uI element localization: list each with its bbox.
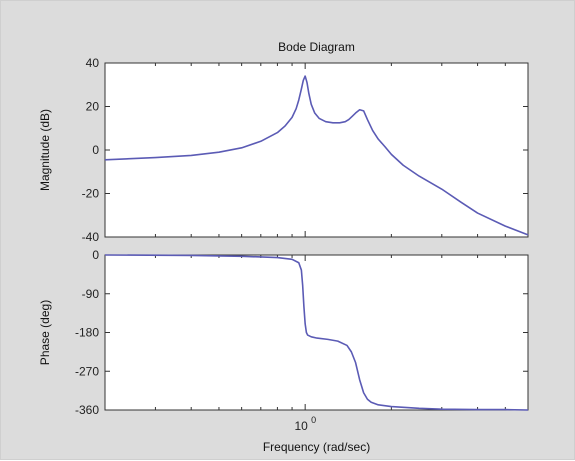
phase-ytick-label: -270 (75, 364, 99, 378)
phase-xtick-label-exponent: 0 (311, 415, 316, 425)
magnitude-ytick-label: 40 (86, 56, 100, 70)
phase-axes (104, 254, 529, 411)
phase-ylabel: Phase (deg) (38, 300, 52, 365)
phase-ytick-label: 0 (92, 248, 99, 262)
phase-ytick-label: -90 (82, 287, 100, 301)
magnitude-panel: Magnitude (dB) 40 20 0 -20 -40 (38, 56, 529, 244)
chart-title: Bode Diagram (278, 40, 355, 54)
phase-ytick-label: -180 (75, 326, 99, 340)
x-axis-label: Frequency (rad/sec) (263, 440, 370, 454)
magnitude-series-line (104, 75, 529, 236)
magnitude-ylabel: Magnitude (dB) (38, 109, 52, 191)
phase-xtick-label: 10 (294, 419, 308, 433)
magnitude-ytick-label: -20 (82, 187, 100, 201)
phase-series-line (104, 254, 529, 411)
magnitude-ytick-label: 0 (92, 143, 99, 157)
phase-ytick-label: -360 (75, 403, 99, 417)
magnitude-ytick-label: -40 (82, 230, 100, 244)
magnitude-ytick-label: 20 (86, 100, 100, 114)
magnitude-axes (104, 62, 529, 238)
